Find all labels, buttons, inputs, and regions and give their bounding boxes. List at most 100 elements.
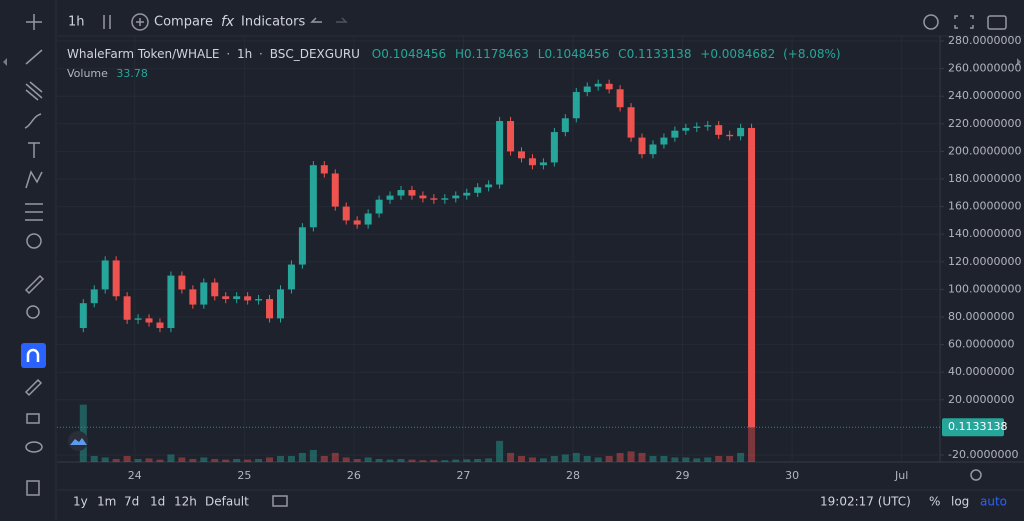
auto-toggle[interactable]: auto [980,495,1007,509]
y-tick-label: 220.0000000 [948,117,1021,130]
candle-body [485,184,493,188]
volume-bar [342,457,350,462]
candle-body [649,144,657,155]
visibility-tool[interactable] [25,441,43,453]
prediction-tool[interactable] [25,203,43,221]
date-range-button[interactable] [272,495,288,507]
candle-body [627,107,635,138]
chart-type-button[interactable] [103,15,111,29]
fib-tool[interactable] [25,81,43,101]
range-button[interactable]: Default [205,495,249,509]
volume-bar [561,454,569,462]
pattern-tool[interactable] [25,170,43,189]
candle-body [353,220,361,225]
candle-body [452,195,460,199]
volume-bar [660,455,668,462]
volume-bar [452,459,460,462]
candle-body [572,92,580,119]
y-tick-label: 160.0000000 [948,200,1021,213]
crosshair-tool[interactable] [26,14,42,30]
y-tick-label: 80.0000000 [948,310,1014,323]
indicators-button[interactable]: Indicators [241,15,305,30]
candle-body [693,126,701,128]
candle-body [682,127,690,131]
volume-bar [167,454,175,462]
volume-bar [715,455,723,462]
volume-bar [496,440,504,462]
candle-body [704,125,712,127]
volume-bar [616,452,624,462]
volume-bar [507,452,515,462]
undo-button[interactable] [310,17,322,23]
compare-button[interactable]: Compare [154,15,213,30]
candle-body [79,303,87,329]
candle-body [715,125,723,135]
interval-button[interactable]: 1h [68,15,85,30]
interval: 1h [237,47,252,61]
range-button[interactable]: 7d [124,495,139,509]
range-button[interactable]: 1d [150,495,165,509]
fullscreen-button[interactable] [954,15,974,29]
emoji-tool[interactable] [26,233,42,249]
y-tick-label: -20.0000000 [948,448,1018,461]
candle-body [408,190,416,196]
candle-body [244,296,252,301]
volume-bar [375,458,383,462]
c-label: C [618,47,626,61]
range-button[interactable]: 12h [174,495,197,509]
candle-body [320,165,328,174]
log-toggle[interactable]: log [951,495,969,509]
candle-body [134,318,142,320]
last-price-label: 0.1133138 [948,420,1008,433]
lock-tool[interactable] [26,413,40,424]
change-percent: (+8.08%) [783,47,841,61]
candle-body [364,213,372,225]
compare-icon [131,13,149,31]
range-button[interactable]: 1m [97,495,116,509]
text-tool[interactable] [28,142,40,158]
volume-bar [419,460,427,462]
volume-bar [550,455,558,462]
candle-body [276,289,284,319]
stay-drawing-tool[interactable] [24,378,43,397]
candle-body [660,137,668,145]
trash-tool[interactable] [26,480,40,496]
magnet-tool[interactable] [21,343,46,368]
zoom-tool[interactable] [26,305,40,319]
volume-bar [255,458,263,462]
x-tick-label: 27 [456,469,470,482]
percent-toggle[interactable]: % [929,495,940,509]
ruler-tool[interactable] [24,274,45,295]
volume-bar [463,459,471,462]
time-scale-settings[interactable] [970,469,982,481]
candle-body [518,151,526,159]
y-tick-label: 120.0000000 [948,255,1021,268]
volume-bar [309,449,317,462]
range-button[interactable]: 1y [73,495,88,509]
collapse-right[interactable] [1017,58,1021,66]
volume-bar [276,455,284,462]
separator: · [226,47,230,61]
collapse-left[interactable] [3,58,7,66]
trendline-tool[interactable] [25,49,43,65]
separator: · [259,47,263,61]
volume-bar [145,458,153,462]
l-value: 0.1048456 [544,47,609,61]
volume-bar [134,458,142,462]
candle-body [638,137,646,155]
y-tick-label: 180.0000000 [948,172,1021,185]
volume-bar [320,455,328,462]
candle-body [101,260,109,290]
volume-bar [737,452,745,462]
settings-button[interactable] [923,14,939,30]
snapshot-button[interactable] [987,15,1007,30]
y-tick-label: 60.0000000 [948,338,1014,351]
o-value: 0.1048456 [381,47,446,61]
volume-bar [200,457,208,462]
redo-button[interactable] [336,17,348,23]
volume-legend: Volume 33.78 [67,67,148,80]
brush-tool[interactable] [24,113,42,129]
x-tick-label: Jul [894,469,908,482]
candle-body [189,289,197,305]
candle-body [178,275,186,290]
